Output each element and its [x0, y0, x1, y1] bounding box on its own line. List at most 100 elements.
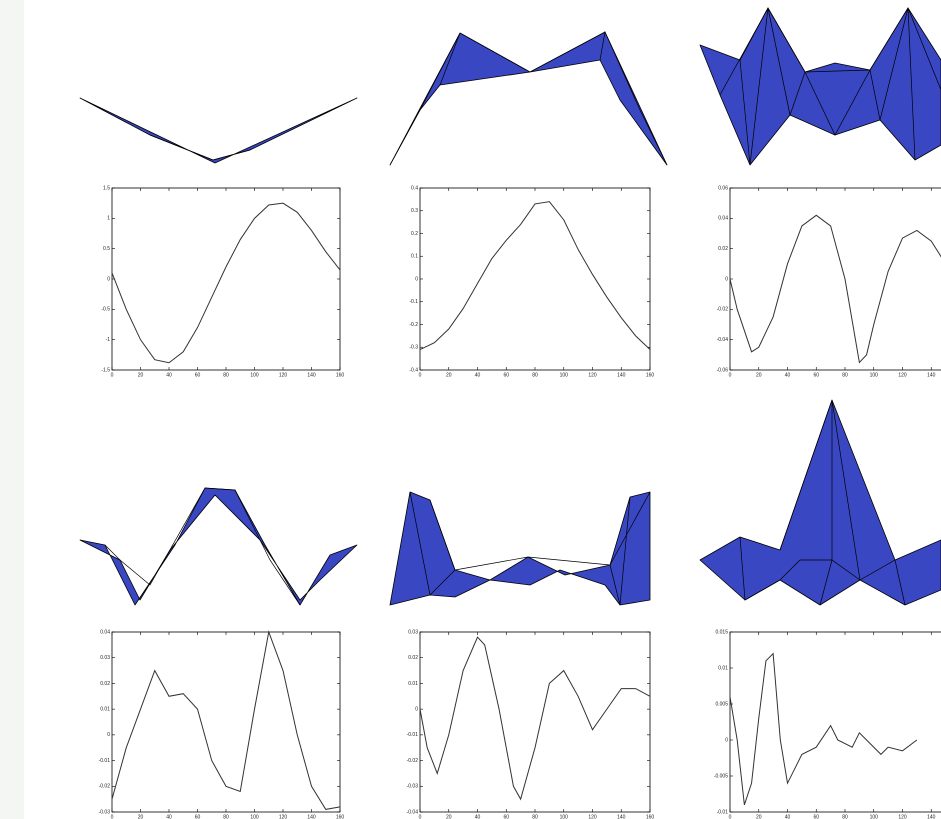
- y-tick-label: 0.015: [715, 629, 728, 635]
- x-tick-label: 60: [503, 372, 509, 378]
- mesh-4: [80, 488, 357, 605]
- y-tick-label: 0.01: [408, 681, 418, 687]
- y-tick-label: 0.02: [100, 681, 110, 687]
- x-tick-label: 100: [560, 814, 569, 819]
- y-tick-label: 0.04: [100, 629, 110, 635]
- x-tick-label: 140: [617, 814, 626, 819]
- x-tick-label: 40: [475, 372, 481, 378]
- x-tick-label: 120: [279, 814, 288, 819]
- y-tick-label: -0.5: [101, 307, 110, 313]
- y-tick-label: 0.1: [411, 254, 418, 260]
- x-tick-label: 80: [223, 814, 229, 819]
- mesh-2: [390, 32, 667, 165]
- x-tick-label: 60: [195, 372, 201, 378]
- y-tick-label: 0: [725, 737, 728, 743]
- y-tick-label: 1: [107, 216, 110, 222]
- x-tick-label: 0: [729, 814, 732, 819]
- x-tick-label: 100: [250, 814, 259, 819]
- plot-frame: [112, 632, 340, 812]
- x-tick-label: 120: [898, 372, 907, 378]
- x-tick-label: 160: [336, 372, 345, 378]
- y-tick-label: -0.03: [99, 809, 111, 815]
- y-tick-label: 0.03: [100, 655, 110, 661]
- y-tick-label: 0: [107, 276, 110, 282]
- y-tick-label: 0.01: [100, 706, 110, 712]
- x-tick-label: 20: [756, 814, 762, 819]
- x-tick-label: 20: [446, 372, 452, 378]
- y-tick-label: 0.3: [411, 208, 418, 214]
- x-tick-label: 160: [646, 372, 655, 378]
- x-tick-label: 120: [588, 372, 597, 378]
- y-tick-label: 0: [415, 706, 418, 712]
- plot-frame: [730, 632, 941, 812]
- y-tick-label: 0.4: [411, 185, 418, 191]
- y-tick-label: -1.5: [101, 367, 110, 373]
- y-tick-label: 0.04: [718, 216, 728, 222]
- mesh-3: [700, 8, 941, 165]
- mesh-1: [80, 98, 357, 163]
- x-tick-label: 0: [111, 372, 114, 378]
- x-tick-label: 140: [927, 814, 936, 819]
- y-tick-label: -0.2: [409, 322, 418, 328]
- y-tick-label: -0.06: [717, 367, 729, 373]
- y-tick-label: 0.2: [411, 231, 418, 237]
- mesh-6: [700, 400, 941, 605]
- y-tick-label: 0: [107, 732, 110, 738]
- y-tick-label: 0: [415, 276, 418, 282]
- x-tick-label: 100: [560, 372, 569, 378]
- x-tick-label: 20: [138, 372, 144, 378]
- x-tick-label: 60: [813, 372, 819, 378]
- x-tick-label: 40: [475, 814, 481, 819]
- x-tick-label: 60: [195, 814, 201, 819]
- x-tick-label: 140: [617, 372, 626, 378]
- page: {"chart_data": [ {"type": "line", "x": […: [0, 0, 941, 819]
- y-tick-label: 0.02: [718, 246, 728, 252]
- y-tick-label: -0.005: [714, 773, 728, 779]
- plot-frame: [420, 188, 650, 370]
- x-tick-label: 120: [279, 372, 288, 378]
- x-tick-label: 40: [166, 372, 172, 378]
- x-tick-label: 80: [223, 372, 229, 378]
- x-tick-label: 40: [785, 372, 791, 378]
- y-tick-label: 0.01: [718, 665, 728, 671]
- x-tick-label: 140: [927, 372, 936, 378]
- x-tick-label: 20: [138, 814, 144, 819]
- y-tick-label: -0.04: [407, 809, 419, 815]
- y-tick-label: -0.3: [409, 345, 418, 351]
- x-tick-label: 100: [870, 372, 879, 378]
- x-tick-label: 40: [166, 814, 172, 819]
- y-tick-label: 0.06: [718, 185, 728, 191]
- y-tick-label: 0.005: [715, 701, 728, 707]
- x-tick-label: 0: [419, 814, 422, 819]
- x-tick-label: 120: [588, 814, 597, 819]
- x-tick-label: 60: [813, 814, 819, 819]
- y-tick-label: -0.01: [407, 732, 419, 738]
- x-tick-label: 40: [785, 814, 791, 819]
- y-tick-label: -0.02: [99, 784, 111, 790]
- y-tick-label: -0.02: [407, 758, 419, 764]
- x-tick-label: 140: [307, 372, 316, 378]
- plot-frame: [730, 188, 941, 370]
- y-tick-label: -0.02: [717, 307, 729, 313]
- x-tick-label: 120: [898, 814, 907, 819]
- x-tick-label: 80: [532, 372, 538, 378]
- y-tick-label: -0.04: [717, 337, 729, 343]
- x-tick-label: 100: [250, 372, 259, 378]
- y-tick-label: 0.03: [408, 629, 418, 635]
- y-tick-label: 1.5: [103, 185, 110, 191]
- x-tick-label: 100: [870, 814, 879, 819]
- margin-strip: [0, 0, 24, 819]
- x-tick-label: 140: [307, 814, 316, 819]
- y-tick-label: 0.5: [103, 246, 110, 252]
- x-tick-label: 80: [532, 814, 538, 819]
- figure: -1.5-1-0.500.511.5020406080100120140160-…: [0, 0, 941, 819]
- plot-frame: [420, 632, 650, 812]
- x-tick-label: 0: [111, 814, 114, 819]
- x-tick-label: 20: [756, 372, 762, 378]
- y-tick-label: 0.02: [408, 655, 418, 661]
- x-tick-label: 160: [336, 814, 345, 819]
